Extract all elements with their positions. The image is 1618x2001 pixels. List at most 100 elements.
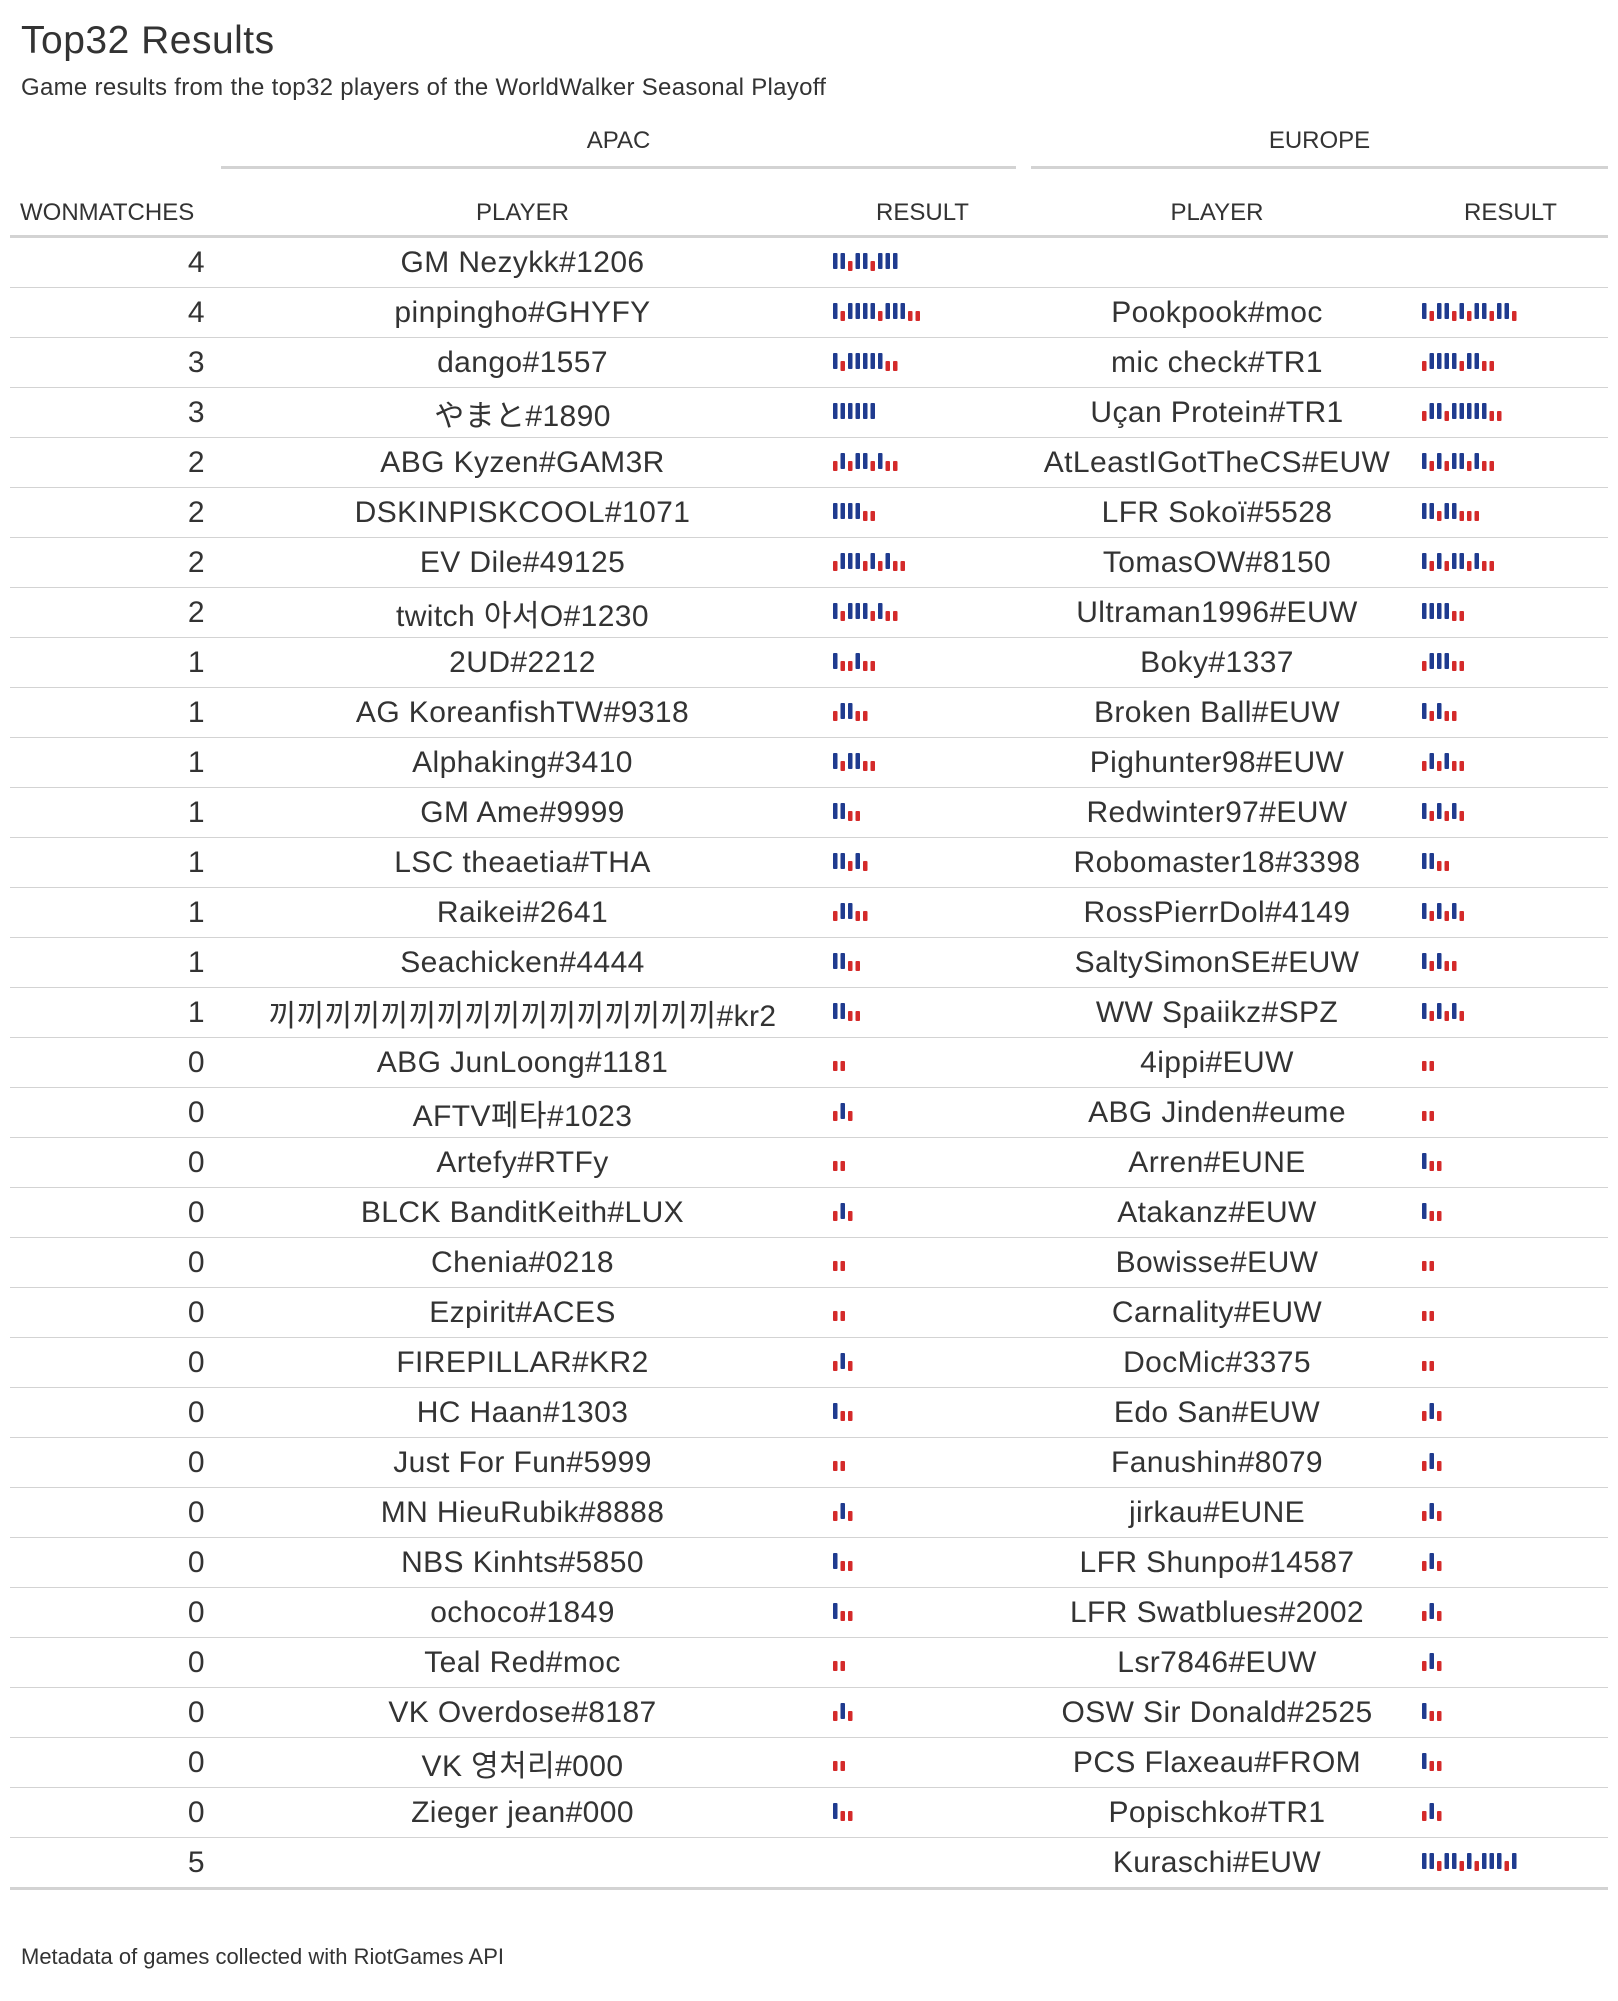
europe-player-cell: 4ippi#EUW — [1021, 1037, 1413, 1088]
loss-bar — [1437, 1860, 1442, 1871]
europe-player-cell: Robomaster18#3398 — [1021, 837, 1413, 888]
table-row: 1 GM Ame#9999 Redwinter97#EUW — [10, 787, 1608, 838]
table-row: 0 ochoco#1849 LFR Swatblues#2002 — [10, 1587, 1608, 1638]
win-bar — [1444, 1852, 1449, 1869]
apac-result-cell — [824, 1237, 1021, 1288]
win-bar — [840, 1102, 845, 1119]
result-sparkline — [1422, 1752, 1442, 1771]
apac-result-cell — [824, 887, 1021, 938]
europe-player-cell: RossPierrDol#4149 — [1021, 887, 1413, 938]
col-header-apac-player: PLAYER — [221, 177, 824, 238]
result-sparkline — [833, 1802, 853, 1821]
win-bar — [1467, 1852, 1472, 1869]
loss-bar — [833, 1260, 838, 1271]
loss-bar — [1429, 1710, 1434, 1721]
result-sparkline — [1422, 702, 1457, 721]
win-bar — [1429, 852, 1434, 869]
win-bar — [1429, 1552, 1434, 1569]
apac-player-cell: Just For Fun#5999 — [221, 1437, 824, 1488]
europe-player-cell: Fanushin#8079 — [1021, 1437, 1413, 1488]
win-bar — [840, 852, 845, 869]
win-bar — [863, 302, 868, 319]
win-bar — [833, 1602, 838, 1619]
apac-player-cell: MN HieuRubik#8888 — [221, 1487, 824, 1538]
loss-bar — [893, 460, 898, 471]
loss-bar — [863, 660, 868, 671]
win-bar — [1489, 1852, 1494, 1869]
loss-bar — [1459, 660, 1464, 671]
apac-result-cell — [824, 1187, 1021, 1238]
result-sparkline — [833, 302, 920, 321]
loss-bar — [840, 1310, 845, 1321]
loss-bar — [1422, 1510, 1427, 1521]
loss-bar — [915, 310, 920, 321]
win-bar — [1429, 752, 1434, 769]
win-bar — [1422, 702, 1427, 719]
apac-player-cell: Teal Red#moc — [221, 1637, 824, 1688]
europe-result-cell — [1413, 1087, 1608, 1138]
won-matches-cell: 0 — [10, 1037, 221, 1088]
won-matches-cell: 0 — [10, 1487, 221, 1538]
loss-bar — [1437, 1660, 1442, 1671]
won-matches-cell: 5 — [10, 1837, 221, 1890]
loss-bar — [1437, 1460, 1442, 1471]
page-title: Top32 Results — [21, 19, 275, 62]
win-bar — [855, 602, 860, 619]
win-bar — [885, 252, 890, 269]
apac-player-cell: AG KoreanfishTW#9318 — [221, 687, 824, 738]
win-bar — [840, 1702, 845, 1719]
win-bar — [848, 352, 853, 369]
table-row: 5 Kuraschi#EUW — [10, 1837, 1608, 1890]
loss-bar — [833, 1110, 838, 1121]
win-bar — [1504, 302, 1509, 319]
europe-result-cell — [1413, 1237, 1608, 1288]
europe-player-cell: Kuraschi#EUW — [1021, 1837, 1413, 1890]
won-matches-cell: 0 — [10, 1387, 221, 1438]
loss-bar — [870, 610, 875, 621]
won-matches-cell: 2 — [10, 587, 221, 638]
result-sparkline — [833, 902, 868, 921]
result-sparkline — [1422, 1310, 1434, 1321]
europe-player-cell: TomasOW#8150 — [1021, 537, 1413, 588]
result-sparkline — [1422, 652, 1464, 671]
win-bar — [848, 702, 853, 719]
loss-bar — [840, 1410, 845, 1421]
loss-bar — [1429, 1360, 1434, 1371]
result-sparkline — [833, 602, 898, 621]
loss-bar — [1482, 460, 1487, 471]
loss-bar — [1444, 1010, 1449, 1021]
europe-player-cell: mic check#TR1 — [1021, 337, 1413, 388]
win-bar — [833, 1802, 838, 1819]
loss-bar — [833, 1160, 838, 1171]
result-sparkline — [1422, 852, 1449, 871]
table-row: 0 Just For Fun#5999 Fanushin#8079 — [10, 1437, 1608, 1488]
loss-bar — [1444, 960, 1449, 971]
apac-result-cell — [824, 287, 1021, 338]
loss-bar — [893, 360, 898, 371]
europe-player-cell: Atakanz#EUW — [1021, 1187, 1413, 1238]
win-bar — [840, 952, 845, 969]
loss-bar — [1437, 1610, 1442, 1621]
result-sparkline — [1422, 952, 1457, 971]
europe-player-cell: OSW Sir Donald#2525 — [1021, 1687, 1413, 1738]
loss-bar — [848, 1560, 853, 1571]
win-bar — [863, 402, 868, 419]
apac-player-cell: twitch 아서O#1230 — [221, 587, 824, 638]
result-sparkline — [1422, 452, 1494, 471]
loss-bar — [1437, 1560, 1442, 1571]
apac-result-cell — [824, 1137, 1021, 1188]
win-bar — [1429, 1802, 1434, 1819]
europe-result-cell — [1413, 887, 1608, 938]
won-matches-cell: 0 — [10, 1637, 221, 1688]
loss-bar — [1444, 710, 1449, 721]
result-sparkline — [1422, 802, 1464, 821]
loss-bar — [1429, 1060, 1434, 1071]
result-sparkline — [1422, 402, 1502, 421]
loss-bar — [840, 360, 845, 371]
result-sparkline — [833, 702, 868, 721]
won-matches-cell: 3 — [10, 387, 221, 438]
loss-bar — [1422, 1060, 1427, 1071]
table-row: 1 Seachicken#4444 SaltySimonSE#EUW — [10, 937, 1608, 988]
loss-bar — [1489, 560, 1494, 571]
